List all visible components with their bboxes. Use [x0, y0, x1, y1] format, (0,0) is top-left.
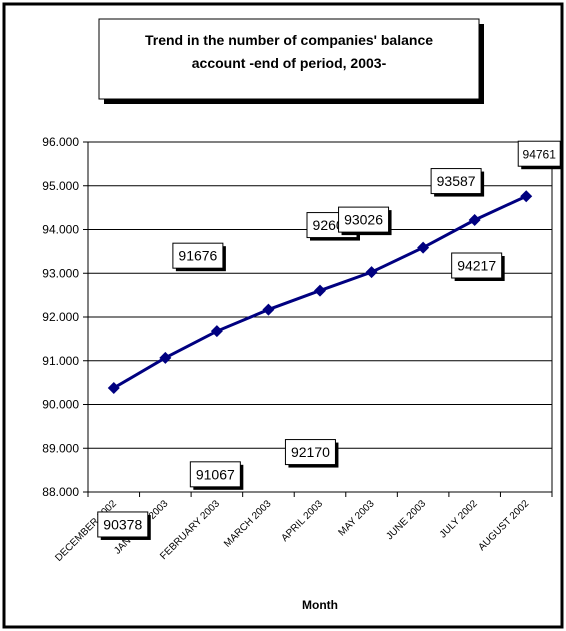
data-label-box [284, 439, 336, 466]
data-label-box [172, 242, 224, 269]
data-point [314, 284, 326, 297]
data-label-text: 94217 [457, 258, 496, 274]
data-label-box [338, 206, 390, 233]
data-label: 91676 [172, 242, 226, 272]
data-label-text: 92170 [291, 444, 330, 460]
data-label-text: 91067 [196, 466, 235, 482]
data-label-text: 93026 [344, 212, 383, 228]
data-label-text: 93587 [437, 173, 476, 189]
data-point [210, 325, 223, 338]
y-tick-label: 95.000 [42, 179, 79, 193]
y-tick-label: 92.000 [42, 310, 79, 324]
chart-title-box: Trend in the number of companies' balanc… [98, 18, 484, 104]
chart-title-line-2: account -end of period, 2003- [192, 55, 387, 71]
y-tick-label: 89.000 [42, 441, 79, 455]
data-labels-layer: 9037891067916769217092604930269358794217… [97, 140, 564, 540]
y-tick-label: 90.000 [42, 398, 79, 412]
y-tick-label: 88.000 [42, 485, 79, 499]
data-label-text: 91676 [178, 248, 217, 264]
y-axis: 88.000 89.000 90.000 91.000 92.000 93.000 94.0… [42, 135, 88, 499]
data-point [262, 303, 275, 316]
data-label: 90378 [97, 511, 151, 540]
data-point [107, 381, 120, 394]
data-label: 94761 [517, 140, 564, 170]
title-box-frame [98, 18, 480, 100]
data-label-box [97, 511, 149, 538]
data-label: 93587 [430, 168, 485, 197]
chart-title-line-1: Trend in the number of companies' balanc… [145, 32, 433, 48]
series-layer [107, 190, 533, 394]
data-label-box [451, 252, 503, 279]
data-label-text: 94761 [523, 148, 557, 162]
data-point [365, 266, 378, 279]
x-axis-title: Month [302, 598, 338, 612]
data-label: 93026 [338, 206, 392, 236]
y-tick-label: 94.000 [42, 223, 79, 237]
y-tick-label: 91.000 [42, 354, 79, 368]
data-label-box [517, 140, 561, 167]
y-tick-label: 96.000 [42, 135, 79, 149]
data-label-box [430, 168, 482, 195]
y-tick-label: 93.000 [42, 266, 79, 280]
data-label-text: 90378 [103, 516, 142, 532]
data-label: 92170 [284, 439, 339, 468]
data-label-box [189, 461, 241, 488]
data-point [468, 214, 481, 227]
data-label: 91067 [189, 461, 244, 490]
data-point [417, 241, 430, 254]
data-label: 94217 [451, 252, 505, 282]
data-point [520, 190, 533, 203]
data-point [159, 351, 172, 364]
